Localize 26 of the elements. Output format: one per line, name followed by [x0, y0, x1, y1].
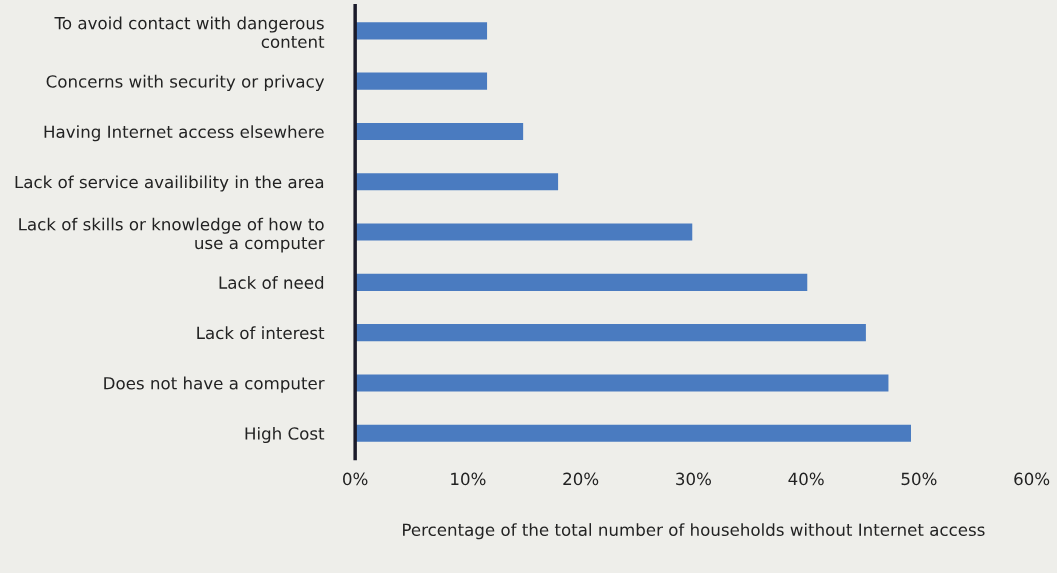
bar [355, 22, 488, 40]
bar [355, 122, 524, 141]
y-tick-label: Lack of need [219, 276, 324, 289]
x-tick-label: 30% [676, 472, 711, 486]
y-tick-label: Lack of service availibility in the area [15, 175, 324, 192]
bar [355, 273, 808, 291]
x-tick-label: 20% [563, 472, 599, 486]
bar [355, 424, 911, 442]
bar [355, 173, 559, 191]
x-tick-label: 60% [1014, 472, 1050, 486]
y-tick-label: Lack of skills or knowledge of how to use a computer [19, 217, 325, 253]
x-tick-label: 10% [451, 472, 486, 486]
x-axis-title: Percentage of the total number of households without Internet access [403, 523, 985, 540]
y-tick-label: Lack of interest [197, 326, 325, 340]
y-tick-label: Does not have a computer [104, 376, 325, 393]
y-tick-label: High Cost [245, 426, 325, 444]
bar [355, 223, 693, 241]
bar [355, 324, 866, 342]
bar [355, 374, 889, 392]
y-tick-label: Having Internet access elsewhere [44, 125, 324, 142]
bar [355, 72, 488, 90]
y-tick-label: To avoid contact with dangerous content [54, 16, 325, 49]
x-tick-label: 40% [788, 472, 824, 486]
x-tick-label: 50% [901, 472, 937, 486]
x-tick-label: 0% [343, 472, 368, 486]
y-tick-label: Concerns with security or privacy [46, 74, 325, 91]
